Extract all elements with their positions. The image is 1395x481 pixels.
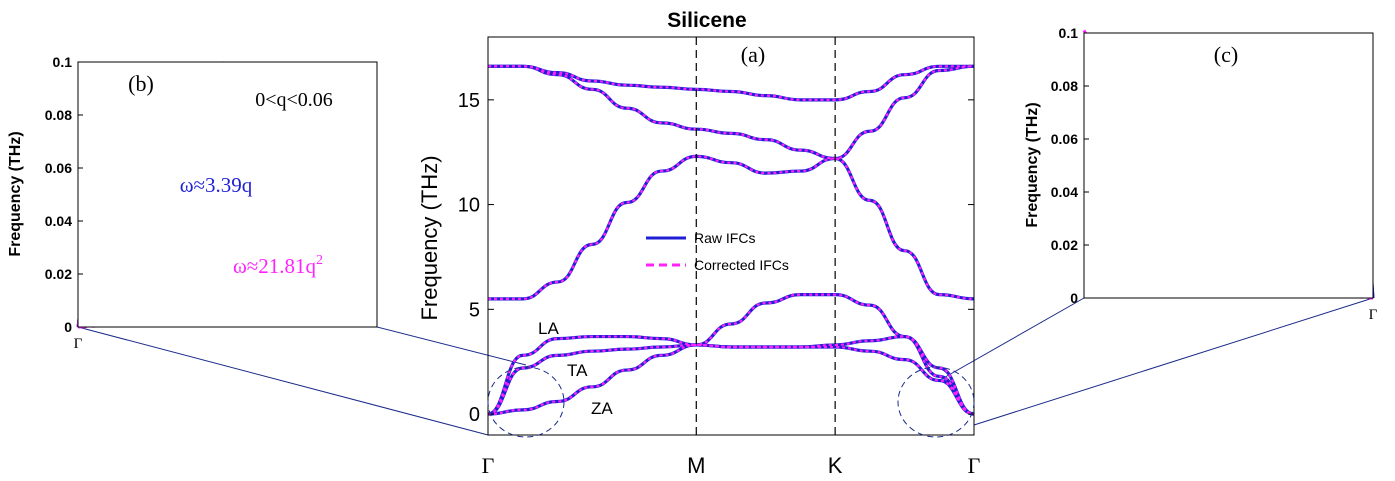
annotation-q-range: 0<q<0.06 <box>255 89 333 111</box>
zoom-circle-left <box>487 366 565 438</box>
annotation-linear-fit: ω≈3.39q <box>180 173 253 197</box>
y-tick-label: 5 <box>469 299 480 321</box>
panel-label-a: (a) <box>741 42 765 67</box>
x-tick-label-3: Γ <box>968 453 981 478</box>
inset-b-y-tick-label: 0.02 <box>45 266 72 282</box>
connector-line-1 <box>376 326 527 366</box>
main-y-axis-label: Frequency (THz) <box>417 155 442 320</box>
raw-band-3 <box>488 154 975 301</box>
inset-c-y-tick-label: 0.06 <box>1051 131 1078 147</box>
corrected-band-1 <box>487 343 975 416</box>
corrected-band-3 <box>488 155 975 300</box>
connector-line-3 <box>973 297 1374 426</box>
panel-label-c: (c) <box>1214 42 1238 67</box>
inset-c-x-tick-gamma: Γ <box>1369 307 1378 323</box>
inset-c-y-tick-label: 0.08 <box>1051 78 1078 94</box>
inset-b-y-tick-label: 0.04 <box>45 213 72 229</box>
zoom-connector-lines <box>77 297 1374 436</box>
inset-b-y-axis-label: Frequency (THz) <box>7 131 24 256</box>
raw-band-5 <box>488 64 974 102</box>
inset-c-y-tick-label: 0.04 <box>1051 184 1078 200</box>
branch-label-la: LA <box>538 319 559 338</box>
branch-label-za: ZA <box>591 399 613 418</box>
inset-panel-b: 0 0.02 0.04 0.06 0.08 0.1 Γ (b) Frequency (THz… <box>7 54 379 352</box>
inset-b-axes-box <box>77 61 378 328</box>
inset-c-axes-box <box>1083 32 1374 299</box>
main-axes-box <box>487 36 975 436</box>
corrected-band-5 <box>488 65 974 101</box>
figure-title: Silicene <box>667 9 746 32</box>
y-tick-label: 15 <box>458 90 480 112</box>
main-plot-area <box>487 64 975 416</box>
corrected-band-0 <box>487 293 975 416</box>
zoom-circle-right <box>897 366 975 438</box>
x-tick-label-2: K <box>828 453 843 478</box>
inset-b-y-tick-label: 0.08 <box>45 107 72 123</box>
branch-label-ta: TA <box>567 361 588 380</box>
legend-corrected-label: Corrected IFCs <box>694 257 789 273</box>
connector-line-0 <box>77 326 489 436</box>
inset-c-y-tick-label: 0.02 <box>1051 237 1078 253</box>
inset-c-y-axis-label: Frequency (THz) <box>1024 102 1041 227</box>
main-band-structure-panel: 0 5 10 15 Γ M K Γ (a) Frequency (THz) Raw IFCs C… <box>417 36 981 478</box>
inset-b-y-tick-label: 0.06 <box>45 160 72 176</box>
inset-c-y-tick-label: 0.1 <box>1059 25 1079 41</box>
inset-b-y-tick-label: 0.1 <box>53 54 73 70</box>
inset-b-y-tick-label: 0 <box>64 319 72 335</box>
corrected-band-4 <box>488 65 975 160</box>
y-tick-label: 0 <box>469 404 480 426</box>
connector-line-2 <box>939 297 1085 381</box>
legend-raw-label: Raw IFCs <box>694 230 755 246</box>
inset-panel-c: 0 0.02 0.04 0.06 0.08 0.1 Γ (c) Frequency (THz… <box>1024 25 1378 323</box>
panel-label-b: (b) <box>128 71 154 96</box>
legend: Raw IFCs Corrected IFCs <box>646 230 789 273</box>
inset-c-y-tick-label: 0 <box>1070 290 1078 306</box>
annotation-quadratic-fit: ω≈21.81q2 <box>233 253 323 278</box>
inset-b-x-tick-gamma: Γ <box>74 336 83 352</box>
y-tick-label: 10 <box>458 195 480 217</box>
raw-band-4 <box>488 64 975 161</box>
x-tick-label-0: Γ <box>482 453 495 478</box>
x-tick-label-1: M <box>687 453 705 478</box>
raw-band-1 <box>487 343 975 416</box>
